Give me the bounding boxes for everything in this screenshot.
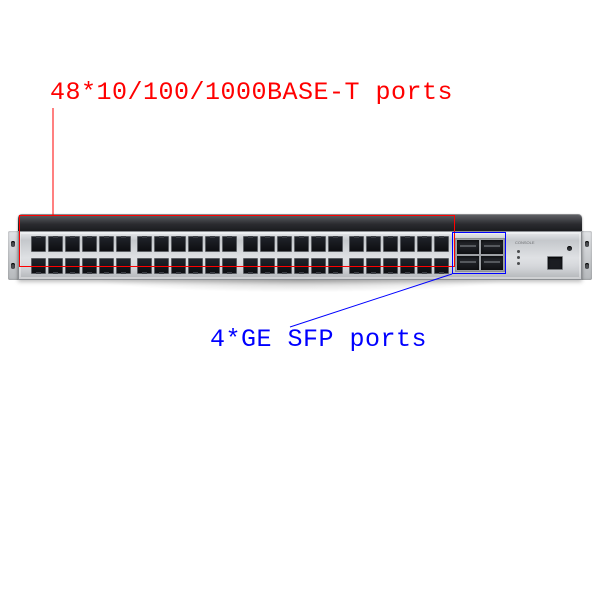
callout-box-rj45 xyxy=(19,215,455,267)
status-led xyxy=(517,256,520,259)
callout-label-rj45: 48*10/100/1000BASE-T ports xyxy=(50,78,453,107)
rack-ear-hole xyxy=(585,263,589,269)
status-led xyxy=(517,262,520,265)
diagram-canvas: CONSOLE 48*10/100/1000BASE-T ports 4*GE … xyxy=(0,0,600,600)
management-panel: CONSOLE xyxy=(513,240,575,270)
status-led xyxy=(517,250,520,253)
rack-ear-right xyxy=(582,231,592,280)
callout-label-sfp: 4*GE SFP ports xyxy=(210,325,427,354)
rack-ear-hole xyxy=(11,263,15,269)
console-label: CONSOLE xyxy=(515,240,535,245)
rack-ear-hole xyxy=(585,241,589,247)
callout-box-sfp xyxy=(452,232,506,274)
console-port xyxy=(547,256,563,270)
rack-ear-left xyxy=(8,231,18,280)
switch-drop-shadow xyxy=(8,280,592,302)
mode-button xyxy=(567,246,572,251)
rack-ear-hole xyxy=(11,241,15,247)
